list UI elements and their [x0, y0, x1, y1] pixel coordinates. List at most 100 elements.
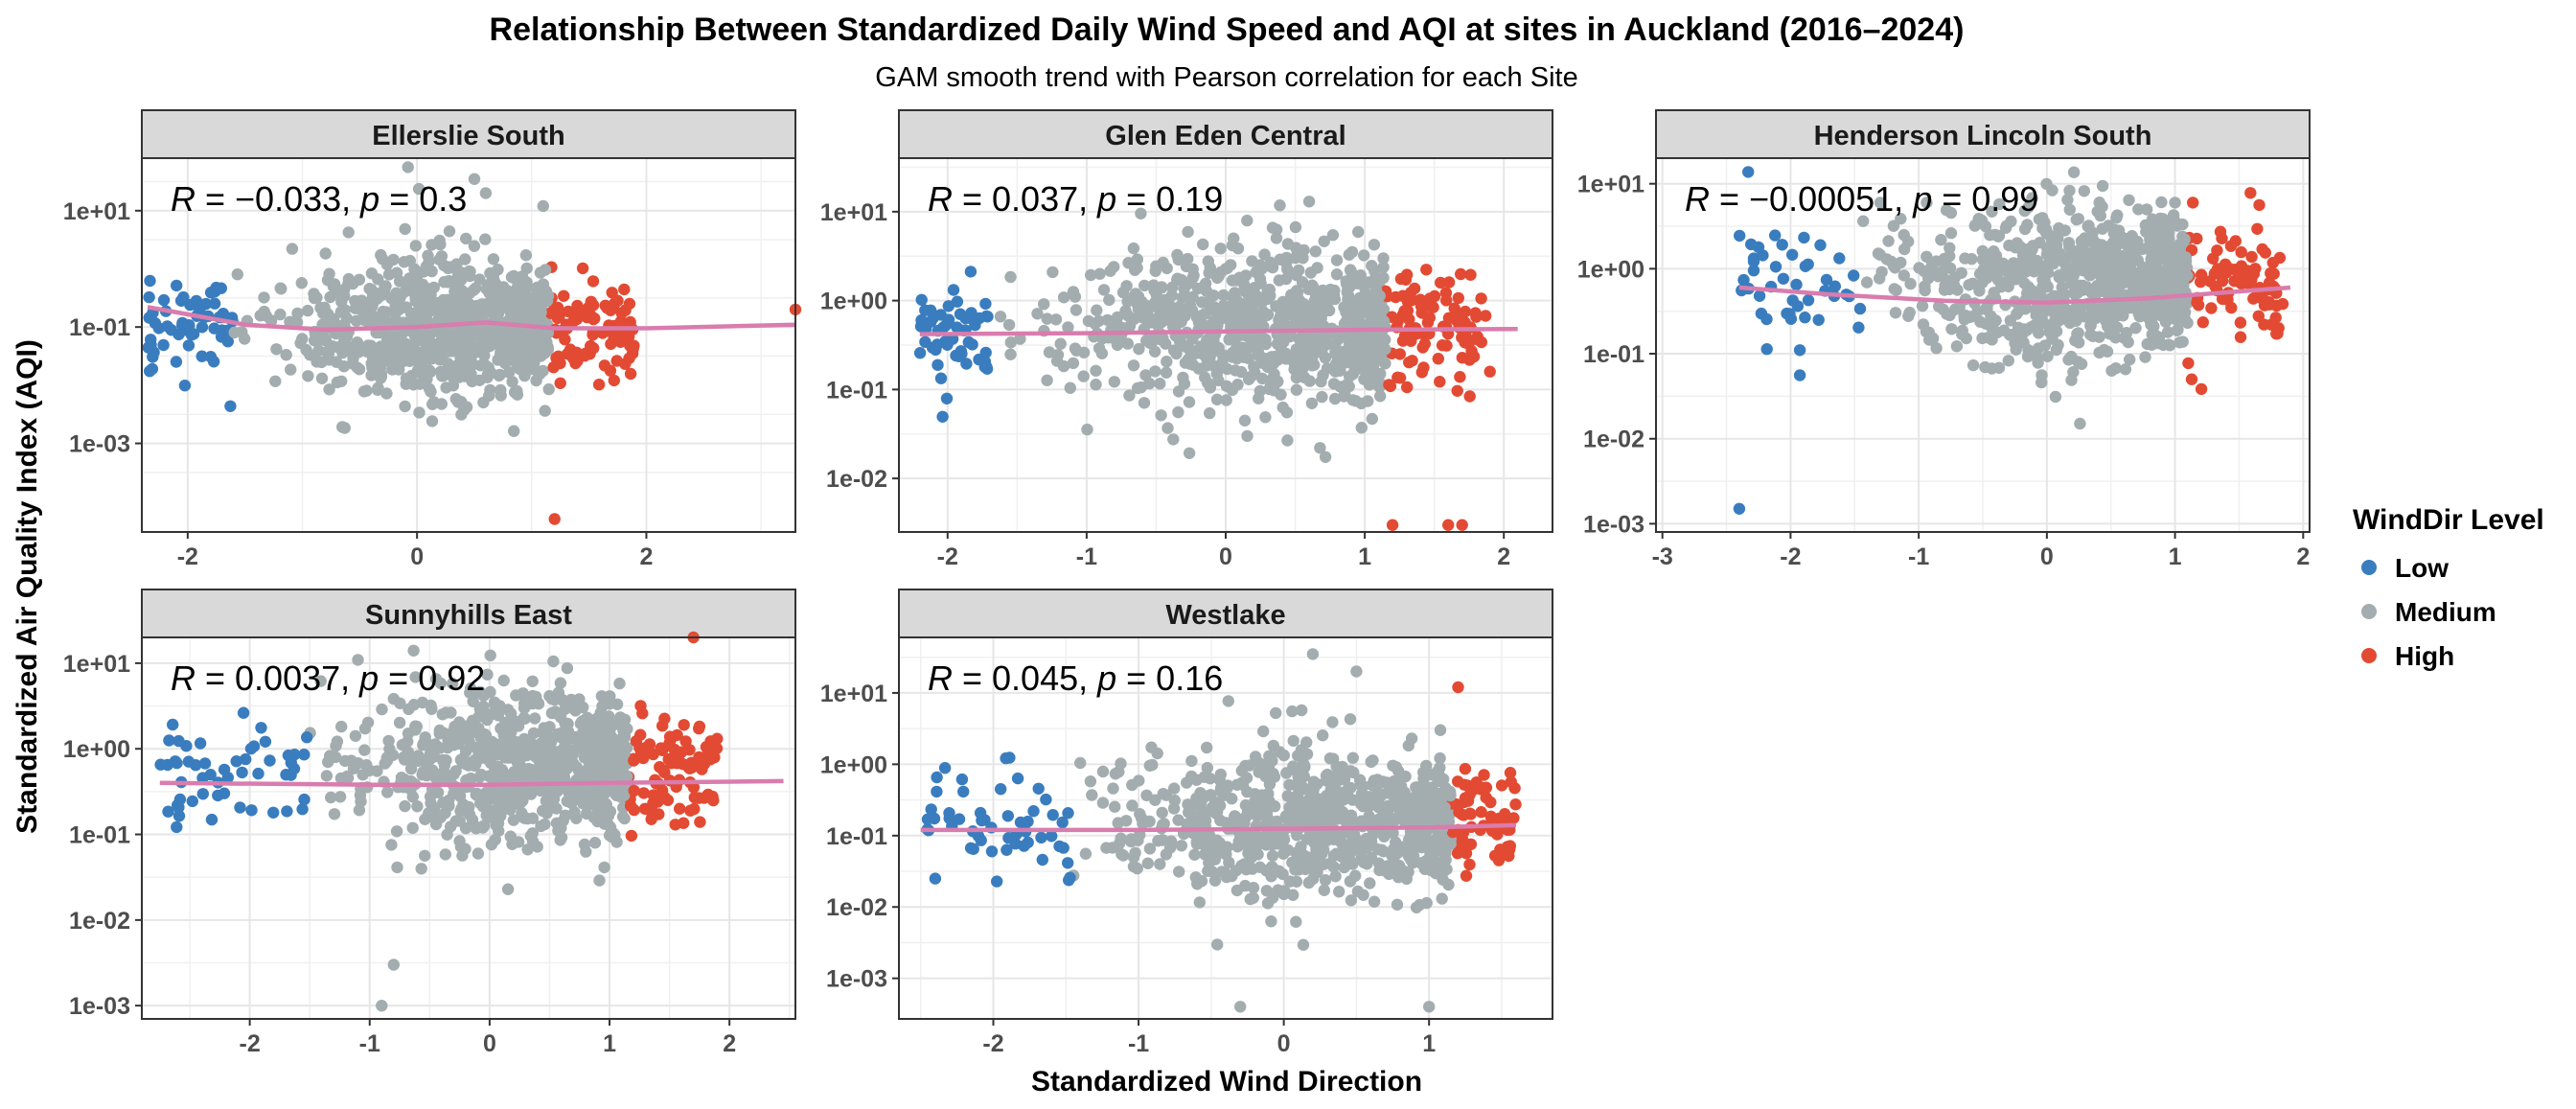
- scatter-point: [366, 361, 378, 373]
- scatter-point: [956, 774, 968, 785]
- scatter-point: [1298, 939, 1309, 951]
- scatter-point: [1064, 872, 1075, 884]
- scatter-point: [1290, 221, 1301, 233]
- scatter-point: [331, 357, 342, 368]
- scatter-point: [1136, 812, 1147, 823]
- scatter-point: [1742, 166, 1754, 177]
- scatter-point: [270, 343, 282, 355]
- y-tick-label: 1e+01: [820, 199, 887, 226]
- scatter-point: [2205, 302, 2217, 313]
- scatter-point: [1469, 307, 1481, 318]
- scatter-point: [546, 707, 558, 719]
- scatter-point: [1967, 359, 1979, 371]
- scatter-point: [1274, 274, 1285, 286]
- scatter-point: [1920, 285, 1931, 296]
- scatter-point: [2005, 314, 2016, 326]
- scatter-point: [621, 723, 632, 734]
- scatter-point: [1437, 892, 1448, 904]
- scatter-point: [1803, 294, 1814, 306]
- scatter-point: [1295, 298, 1306, 310]
- scatter-point: [558, 290, 569, 302]
- scatter-point: [339, 304, 351, 315]
- scatter-point: [1212, 313, 1224, 325]
- scatter-point: [1339, 388, 1350, 400]
- scatter-point: [1355, 295, 1367, 307]
- scatter-point: [1227, 274, 1238, 286]
- scatter-point: [2154, 227, 2166, 239]
- y-tick-label: 1e-02: [1583, 427, 1644, 453]
- scatter-point: [426, 399, 438, 410]
- scatter-point: [1090, 365, 1101, 377]
- scatter-point: [1457, 520, 1468, 531]
- scatter-point: [1239, 880, 1251, 891]
- y-tick-label: 1e+01: [63, 651, 130, 678]
- scatter-point: [1344, 281, 1355, 292]
- scatter-point: [513, 761, 524, 773]
- scatter-point: [1923, 327, 1935, 338]
- scatter-point: [2120, 303, 2131, 314]
- scatter-point: [657, 765, 669, 776]
- y-tick-label: 1e+01: [1577, 172, 1644, 198]
- scatter-point: [1097, 766, 1109, 777]
- scatter-point: [610, 836, 622, 847]
- scatter-point: [381, 786, 393, 797]
- scatter-point: [171, 356, 182, 367]
- scatter-point: [415, 306, 426, 317]
- scatter-point: [976, 815, 987, 826]
- scatter-point: [1352, 226, 1364, 238]
- scatter-point: [1222, 779, 1233, 791]
- scatter-point: [1253, 346, 1264, 358]
- scatter-point: [1305, 266, 1317, 278]
- scatter-point: [147, 363, 158, 375]
- scatter-point: [528, 728, 540, 739]
- scatter-point: [1304, 375, 1316, 386]
- scatter-point: [1129, 847, 1140, 859]
- scatter-point: [1362, 395, 1373, 406]
- scatter-point: [1005, 336, 1017, 348]
- scatter-point: [2086, 307, 2098, 318]
- scatter-point: [399, 800, 410, 812]
- scatter-point: [1117, 849, 1129, 861]
- scatter-point: [183, 339, 195, 351]
- scatter-point: [314, 302, 326, 313]
- scatter-point: [587, 275, 599, 287]
- scatter-point: [354, 274, 365, 286]
- scatter-point: [1470, 334, 1482, 345]
- x-tick-label: 1: [1358, 543, 1371, 570]
- scatter-point: [255, 722, 266, 733]
- scatter-point: [1337, 840, 1348, 851]
- scatter-point: [1172, 406, 1184, 418]
- scatter-point: [371, 765, 382, 776]
- scatter-point: [1128, 243, 1139, 254]
- scatter-point: [1939, 253, 1950, 265]
- scatter-point: [1357, 780, 1368, 792]
- scatter-point: [2270, 328, 2282, 339]
- y-tick-label: 1e-03: [826, 966, 887, 993]
- scatter-point: [1948, 279, 1960, 290]
- scatter-point: [454, 311, 466, 322]
- scatter-point: [1366, 260, 1377, 271]
- scatter-point: [1125, 836, 1137, 847]
- scatter-point: [2046, 321, 2058, 333]
- scatter-point: [1245, 893, 1256, 905]
- scatter-point: [508, 426, 519, 437]
- scatter-point: [342, 278, 354, 289]
- scatter-point: [1173, 254, 1184, 266]
- x-tick-label: 2: [1497, 543, 1510, 570]
- scatter-point: [2148, 320, 2159, 332]
- scatter-point: [362, 316, 374, 328]
- scatter-point: [374, 288, 385, 299]
- scatter-point: [2181, 269, 2193, 281]
- scatter-point: [1359, 280, 1370, 291]
- scatter-point: [2042, 281, 2054, 292]
- scatter-point: [540, 264, 551, 275]
- scatter-point: [557, 694, 568, 705]
- scatter-point: [2235, 332, 2246, 343]
- scatter-point: [939, 762, 951, 774]
- scatter-point: [525, 353, 537, 364]
- scatter-point: [1317, 369, 1328, 381]
- scatter-point: [388, 959, 400, 970]
- scatter-point: [502, 884, 514, 895]
- scatter-point: [391, 825, 402, 837]
- scatter-point: [1204, 407, 1215, 419]
